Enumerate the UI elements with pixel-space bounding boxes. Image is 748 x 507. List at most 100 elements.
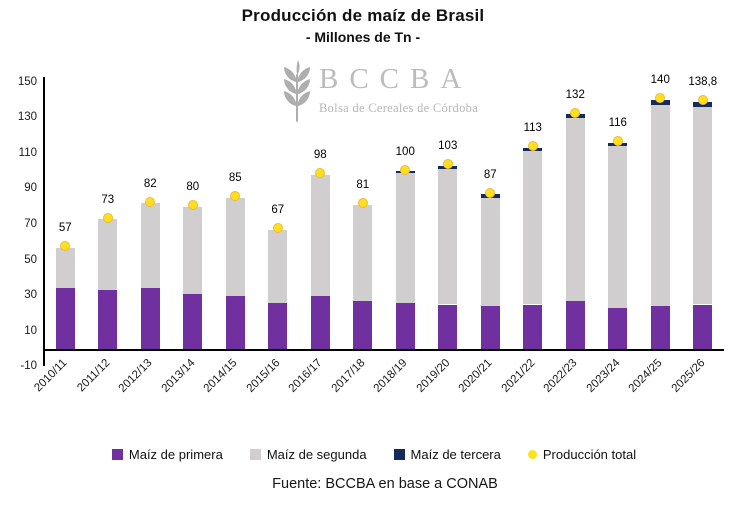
y-tick-label: 70 xyxy=(24,217,37,230)
total-marker-dot xyxy=(612,136,623,147)
total-marker-dot xyxy=(315,168,326,179)
total-data-label: 138,8 xyxy=(688,76,718,89)
bar-segment-segunda xyxy=(310,174,330,296)
x-axis-line xyxy=(43,349,724,351)
total-marker-dot xyxy=(527,141,538,152)
total-marker-dot xyxy=(442,159,453,170)
legend-marker-square xyxy=(111,449,123,460)
y-tick-label: 130 xyxy=(17,111,37,124)
x-tick-label: 2025/26 xyxy=(669,357,708,395)
legend-marker-square xyxy=(393,449,405,460)
total-data-label: 80 xyxy=(186,181,200,194)
legend-label: Maíz de tercera xyxy=(410,447,501,462)
total-data-label: 82 xyxy=(143,177,157,190)
total-data-label: 116 xyxy=(608,117,627,130)
bar-segment-segunda xyxy=(395,172,415,303)
bar-segment-segunda xyxy=(650,105,670,307)
x-tick-label: 2012/13 xyxy=(116,357,155,395)
legend-item: Maíz de primera xyxy=(111,447,223,462)
x-tick-label: 2022/23 xyxy=(541,357,580,395)
x-tick-label: 2020/21 xyxy=(456,357,495,395)
bar-segment-segunda xyxy=(268,229,288,303)
bar-segment-primera xyxy=(395,302,415,349)
x-tick-label: 2019/20 xyxy=(414,357,453,395)
bar-segment-segunda xyxy=(608,146,628,309)
bar-segment-primera xyxy=(310,295,330,349)
x-tick-label: 2018/19 xyxy=(371,357,410,395)
total-marker-dot xyxy=(357,198,368,209)
bar-segment-primera xyxy=(225,295,245,349)
bar-segment-primera xyxy=(353,300,373,349)
legend-item: Producción total xyxy=(527,447,637,462)
total-data-label: 87 xyxy=(483,168,497,181)
x-tick-label: 2021/22 xyxy=(499,357,538,395)
total-marker-dot xyxy=(655,93,666,104)
x-tick-label: 2024/25 xyxy=(626,357,665,395)
y-tick-label: 10 xyxy=(24,324,37,337)
legend-item: Maíz de segunda xyxy=(249,447,367,462)
y-tick-label: 150 xyxy=(17,75,37,88)
total-marker-dot xyxy=(570,107,581,118)
x-tick-label: 2016/17 xyxy=(286,357,325,395)
total-marker-dot xyxy=(187,200,198,211)
total-marker-dot xyxy=(272,223,283,234)
total-data-label: 57 xyxy=(58,222,72,235)
total-data-label: 67 xyxy=(271,204,285,217)
y-tick-label: 110 xyxy=(18,146,37,159)
total-marker-dot xyxy=(697,95,708,106)
bar-segment-segunda xyxy=(98,219,118,291)
bar-segment-primera xyxy=(565,300,585,349)
total-data-label: 98 xyxy=(313,149,327,162)
bar-segment-segunda xyxy=(55,247,75,289)
bar-segment-primera xyxy=(438,304,458,349)
bar-segment-primera xyxy=(268,302,288,349)
y-tick-label: 30 xyxy=(24,289,37,302)
bar-segment-segunda xyxy=(353,204,373,301)
bar-segment-segunda xyxy=(183,206,203,294)
total-data-label: 73 xyxy=(101,193,115,206)
bar-segment-segunda xyxy=(438,169,458,305)
y-tick-label: 50 xyxy=(24,253,37,266)
legend: Maíz de primera Maíz de segunda Maíz de te… xyxy=(0,447,748,462)
bar-segment-primera xyxy=(608,308,628,349)
bar-segment-primera xyxy=(183,293,203,349)
bar-segment-primera xyxy=(523,304,543,349)
bar-segment-segunda xyxy=(523,151,543,305)
x-tick-label: 2017/18 xyxy=(329,357,368,395)
total-data-label: 100 xyxy=(395,145,415,158)
y-tick-label: -10 xyxy=(20,360,37,373)
bar-segment-primera xyxy=(140,288,160,349)
total-marker-dot xyxy=(60,241,71,252)
total-marker-dot xyxy=(400,164,411,175)
total-marker-dot xyxy=(102,212,113,223)
chart-title: Producción de maíz de Brasil xyxy=(241,6,485,25)
x-tick-label: 2014/15 xyxy=(201,357,240,395)
legend-item: Maíz de tercera xyxy=(393,447,501,462)
bar-segment-segunda xyxy=(140,203,160,289)
x-tick-label: 2015/16 xyxy=(244,357,283,395)
bar-segment-segunda xyxy=(225,197,245,296)
legend-marker-circle xyxy=(527,450,537,459)
total-data-label: 132 xyxy=(565,88,585,101)
total-data-label: 85 xyxy=(228,172,242,185)
legend-label: Maíz de primera xyxy=(128,447,223,462)
bar-segment-primera xyxy=(98,290,118,349)
legend-label: Producción total xyxy=(542,447,637,462)
chart-subtitle: - Millones de Tn - xyxy=(305,29,421,45)
legend-marker-square xyxy=(249,449,261,460)
y-tick-label: 90 xyxy=(24,182,37,195)
total-marker-dot xyxy=(230,191,241,202)
bar-segment-primera xyxy=(55,288,75,349)
x-tick-label: 2023/24 xyxy=(584,357,623,395)
x-tick-label: 2013/14 xyxy=(159,357,198,395)
total-data-label: 140 xyxy=(650,74,670,87)
source-note: Fuente: BCCBA en base a CONAB xyxy=(272,476,498,492)
total-data-label: 103 xyxy=(438,140,458,153)
bar-segment-primera xyxy=(693,304,713,349)
bar-segment-segunda xyxy=(480,197,500,307)
total-marker-dot xyxy=(485,187,496,198)
total-data-label: 113 xyxy=(523,122,542,135)
x-tick-label: 2011/12 xyxy=(74,357,113,395)
